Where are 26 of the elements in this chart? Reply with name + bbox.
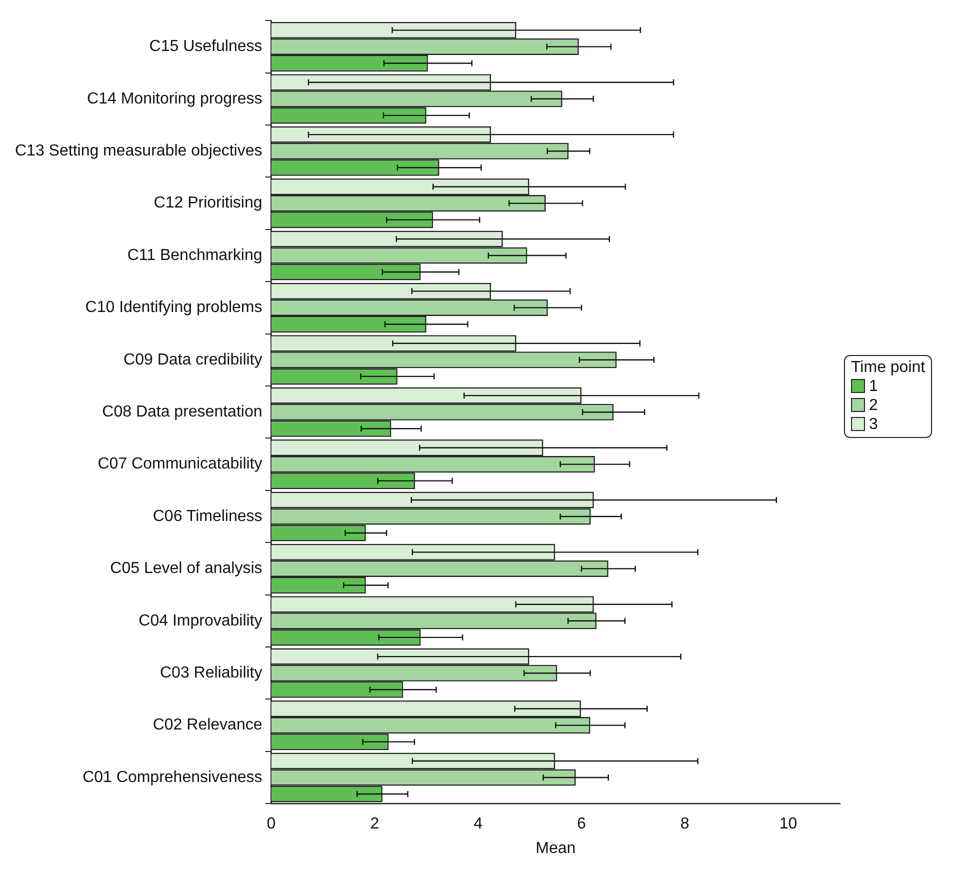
y-tick-label: C06 Timeliness [152,508,262,525]
legend-label: 1 [869,376,878,396]
y-tick-label: C08 Data presentation [102,404,262,421]
y-tick-label: C11 Benchmarking [127,246,262,264]
legend-label: 3 [869,414,878,434]
legend-label: 2 [869,396,878,414]
x-tick-label: 10 [779,816,798,833]
y-tick-label: C12 Prioritising [154,194,262,212]
x-tick-label: 6 [577,816,586,833]
x-tick-label: 2 [370,816,380,833]
y-tick-label: C02 Relevance [152,716,262,734]
y-tick-label: C14 Monitoring progress [87,90,262,108]
y-tick-label: C05 Level of analysis [110,560,262,578]
y-tick-label: C10 Identifying problems [85,299,262,316]
x-tick-label: 0 [266,816,276,833]
y-tick-label: C09 Data credibility [124,351,262,368]
legend-title: Time point [851,358,926,376]
y-tick-label: C07 Communicatability [98,456,262,473]
x-tick-label: 4 [474,816,483,833]
y-tick-label: C01 Comprehensiveness [82,768,262,786]
y-tick-label: C04 Improvability [138,612,262,630]
y-tick-label: C03 Reliability [160,664,262,682]
x-axis-title: Mean [536,840,576,857]
x-tick-label: 8 [680,816,690,833]
y-tick-label: C15 Usefulness [149,38,262,56]
y-tick-label: C13 Setting measurable objectives [15,142,262,160]
